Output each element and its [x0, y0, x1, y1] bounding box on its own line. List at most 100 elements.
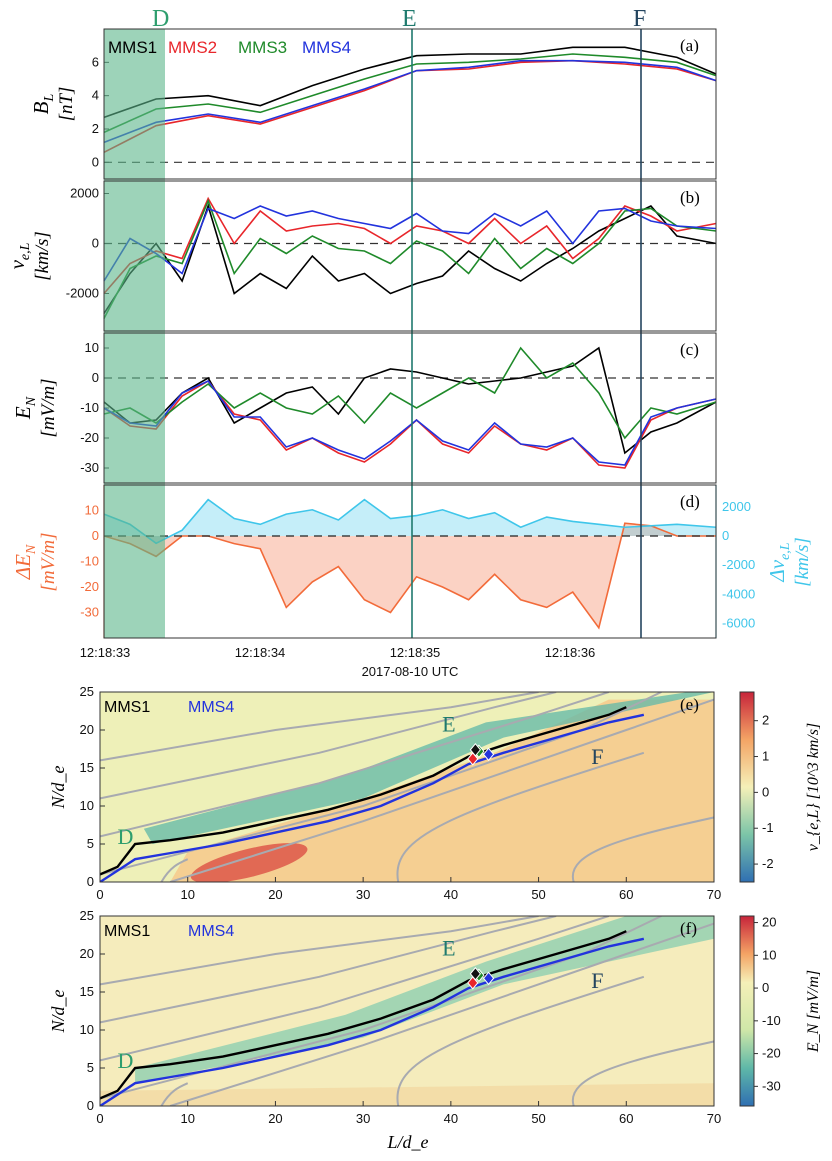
ytick-label: 4: [92, 88, 99, 103]
time-tick-0: 12:18:33: [80, 645, 131, 660]
colorbar-tick-label: -2: [762, 856, 774, 871]
field-line: [100, 692, 539, 762]
ytick-label: 0: [92, 154, 99, 169]
legend-mms2: MMS2: [168, 38, 217, 57]
heatmap-legend-mms1: MMS1: [104, 699, 150, 716]
ytick-label: 10: [80, 798, 94, 813]
spacecraft-marker: [482, 747, 495, 762]
heatmap-warm-region: [170, 699, 714, 882]
frame-b: [103, 180, 717, 332]
xtick-label: 30: [356, 887, 370, 902]
ytick-label: 0: [92, 370, 99, 385]
ytick-label-right: -4000: [722, 586, 755, 601]
field-line: [100, 916, 662, 1100]
field-line: [160, 858, 189, 882]
field-line: [160, 1082, 189, 1106]
series-mms1: [103, 346, 717, 455]
heatmap-f-ylabel: N/d_e: [48, 989, 68, 1033]
colorbar-e-label: v_{e,L} [10^3 km/s]: [805, 723, 822, 851]
ytick-label: 15: [80, 984, 94, 999]
area-delta-en: [104, 523, 716, 628]
series-mms2: [103, 59, 717, 154]
colorbar-tick-label: -1: [762, 820, 774, 835]
ytick-label: -30: [80, 460, 99, 475]
panel-d-delta: 10 0 -10 -20 -30 2000 0 -2000 -4000 -6000: [80, 485, 755, 638]
svg-text:BL: BL: [29, 93, 57, 114]
panel-c-tag: (c): [680, 340, 699, 359]
colorbar-e: [739, 691, 755, 883]
ytick-label: 10: [85, 340, 99, 355]
field-line: [571, 816, 714, 882]
heatmap-frame: [99, 915, 715, 1107]
heatmap-e-ylabel: N/d_e: [48, 765, 68, 809]
panel-a-tag: (a): [680, 36, 699, 55]
panel-b-vel: 2000 0 -2000: [66, 186, 717, 319]
svg-text:ve,L: ve,L: [5, 242, 33, 269]
panel-e-heatmap: 0 10 20 30 40 50 60 70 0 5 10 15 20 25 D E F MMS1 MMS4 (e): [80, 684, 722, 902]
colorbar-tick-label: 0: [762, 980, 769, 995]
heatmap-field: [100, 692, 714, 882]
svg-text:Δve,L: Δve,L: [765, 542, 793, 582]
ytick-label: 5: [87, 1060, 94, 1075]
legend-mms1: MMS1: [108, 38, 157, 57]
ytick-label: 0: [92, 236, 99, 251]
xtick-label: 70: [707, 887, 721, 902]
heatmap-field: [100, 916, 714, 1106]
ytick-label-right: -6000: [722, 615, 755, 630]
ytick-label: -20: [80, 430, 99, 445]
ytick-label: 25: [80, 684, 94, 699]
panel-f-heatmap: 0 10 20 30 40 50 60 70 0 5 10 15 20 25 D E F MMS1 MMS4 (f): [80, 908, 722, 1126]
colorbar-tick-label: 10: [762, 947, 776, 962]
trajectory-mms4: [100, 713, 645, 882]
colorbar-tick-label: -10: [762, 1013, 781, 1028]
colorbar-f-ticks: 20 10 0 -10 -20 -30: [754, 915, 781, 1093]
region-label-d: D: [118, 1048, 134, 1073]
ytick-label: 10: [80, 1022, 94, 1037]
ytick-label-left: -20: [80, 579, 99, 594]
ytick-label-right: 2000: [722, 499, 751, 514]
heatmap-legend-mms1: MMS1: [104, 923, 150, 940]
trajectory-mms1: [100, 706, 627, 876]
xtick-label: 40: [444, 887, 458, 902]
ylabel-b: ve,L [km/s]: [5, 231, 53, 281]
ytick-label-right: 0: [722, 528, 729, 543]
field-line: [100, 692, 662, 876]
spacecraft-marker: [467, 976, 479, 990]
ytick-label: 25: [80, 908, 94, 923]
ytick-label: 0: [87, 874, 94, 889]
series-mms1: [103, 203, 717, 314]
series-mms3: [103, 198, 717, 319]
series-mms4: [103, 59, 717, 144]
colorbar-f-label: E_N [mV/m]: [805, 970, 822, 1053]
field-line: [100, 692, 557, 800]
panel-d-tag: (d): [680, 492, 700, 511]
ytick-label-right: -2000: [722, 557, 755, 572]
xtick-label: 0: [96, 887, 103, 902]
svg-text:EN: EN: [11, 396, 39, 420]
ytick-label-left: 10: [85, 503, 99, 518]
xtick-label: 50: [531, 1111, 545, 1126]
field-line: [100, 692, 610, 838]
field-line: [169, 922, 714, 1106]
heatmap-cool-band: [143, 692, 714, 844]
xtick-label: 10: [180, 1111, 194, 1126]
spacecraft-marker: [469, 966, 482, 981]
ytick-label: 2000: [70, 186, 99, 201]
series-mms1: [103, 46, 717, 119]
ytick-label: -2000: [66, 286, 99, 301]
ylabel-a: BL [nT]: [29, 87, 77, 122]
field-line: [396, 975, 645, 1106]
trajectory-mms1: [100, 930, 627, 1100]
svg-text:[km/s]: [km/s]: [792, 537, 813, 587]
colorbar-tick-label: 0: [762, 784, 769, 799]
heatmap-hotspot: [190, 843, 308, 882]
ytick-label-left: -30: [80, 605, 99, 620]
legend-mms3: MMS3: [238, 38, 287, 57]
colorbar-f: [739, 915, 755, 1107]
ytick-label: 6: [92, 54, 99, 69]
xtick-label: 10: [180, 887, 194, 902]
region-label-d: D: [118, 824, 134, 849]
panel-c-en: 10 0 -10 -20 -30: [80, 340, 717, 475]
series-mms3: [103, 346, 717, 440]
